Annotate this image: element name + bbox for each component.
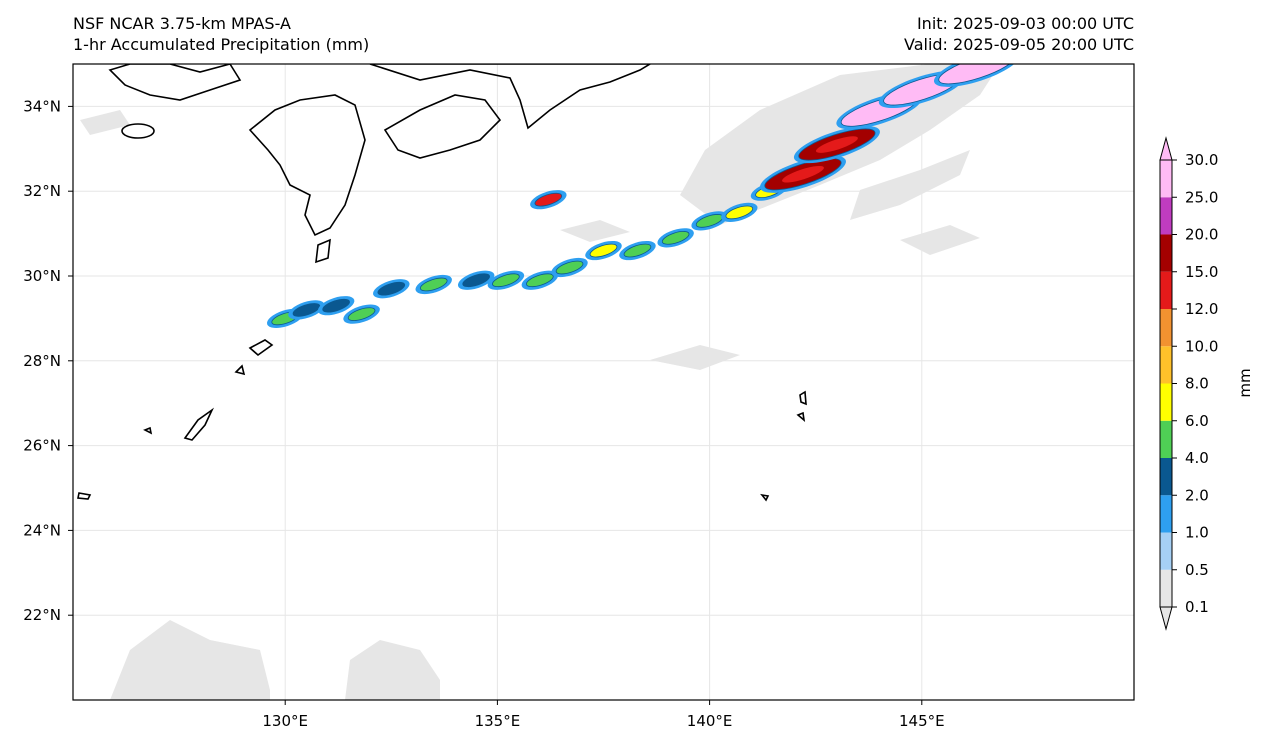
rain-cell: [623, 243, 652, 258]
island-small-1: [234, 364, 246, 376]
rain-cell: [492, 273, 520, 288]
map-frame: [72, 63, 1135, 701]
lat-tick-label: 28°N: [23, 352, 61, 370]
rain-cell: [347, 307, 376, 321]
colorbar-segment: [1160, 495, 1172, 533]
colorbar-tick-label: 2.0: [1185, 486, 1209, 504]
colorbar-tick-label: 6.0: [1185, 412, 1209, 430]
lon-tick-label: 145°E: [899, 712, 945, 730]
model-title: NSF NCAR 3.75-km MPAS-A: [73, 14, 291, 33]
lat-tick-label: 32°N: [23, 182, 61, 200]
colorbar: 0.1 0.5 1.0 2.0 4.0 6.0 8.0 10.0 12.0 15.0 20.0 25.…: [1159, 136, 1218, 631]
colorbar-extend-top: [1159, 136, 1173, 161]
drizzle-patch-2: [560, 220, 630, 242]
drizzle-south-central: [345, 640, 440, 700]
lon-tick-label: 140°E: [687, 712, 733, 730]
island-small-4: [796, 411, 806, 422]
okinawa-island: [183, 407, 215, 441]
colorbar-tick-label: 20.0: [1185, 226, 1218, 244]
rain-cell-core: [900, 81, 943, 98]
rain-cell-core: [781, 165, 824, 183]
shikoku-coast: [383, 94, 502, 159]
colorbar-segment: [1160, 420, 1172, 458]
drizzle-patch-1: [650, 345, 740, 370]
colorbar-segment: [1160, 458, 1172, 496]
colorbar-segment: [1160, 160, 1172, 198]
init-time: Init: 2025-09-03 00:00 UTC: [916, 14, 1134, 33]
colorbar-tick-label: 4.0: [1185, 449, 1209, 467]
colorbar-extend-bottom: [1159, 606, 1173, 631]
title-right: Init: 2025-09-03 00:00 UTC Valid: 2025-0…: [904, 13, 1134, 55]
rain-cell: [462, 273, 490, 288]
valid-time: Valid: 2025-09-05 20:00 UTC: [903, 35, 1134, 54]
rain-cell: [555, 260, 584, 275]
island-small-2: [143, 426, 153, 435]
colorbar-segment: [1160, 346, 1172, 384]
tanegashima-island: [315, 238, 331, 264]
amami-island: [248, 339, 274, 357]
drizzle-patch-3: [900, 225, 980, 255]
colorbar-tick-label: 12.0: [1185, 300, 1218, 318]
rain-cell: [534, 192, 563, 207]
rain-cell-core: [815, 136, 858, 153]
colorbar-tick-label: 0.1: [1185, 598, 1209, 616]
jeju-island: [121, 123, 155, 139]
colorbar-tick-label: 30.0: [1185, 151, 1218, 169]
korea-coast: [108, 64, 242, 101]
rain-cells: [266, 64, 1020, 329]
colorbar-segment: [1160, 234, 1172, 272]
drizzle-southwest: [110, 620, 270, 700]
map-plot-area: [73, 64, 1134, 700]
lat-tick-label: 26°N: [23, 437, 61, 455]
title-left: NSF NCAR 3.75-km MPAS-A 1-hr Accumulated…: [73, 13, 369, 55]
island-small-6: [760, 493, 770, 502]
colorbar-segment: [1160, 532, 1172, 570]
coastlines: [77, 64, 807, 502]
island-small-3: [799, 390, 807, 406]
honshu-coast: [369, 64, 652, 130]
colorbar-segment: [1160, 383, 1172, 421]
lon-tick-label: 135°E: [475, 712, 521, 730]
island-small-5: [77, 492, 92, 500]
colorbar-tick-label: 1.0: [1185, 524, 1209, 542]
rain-cell: [292, 303, 321, 317]
colorbar-tick-label: 10.0: [1185, 337, 1218, 355]
lon-tick-label: 130°E: [262, 712, 308, 730]
rain-cell: [526, 273, 554, 288]
rain-cell: [377, 281, 406, 296]
rain-cell: [419, 277, 448, 292]
lat-tick-label: 22°N: [23, 606, 61, 624]
lat-tick-label: 24°N: [23, 521, 61, 539]
drizzle-patch-4: [80, 110, 130, 135]
colorbar-segment: [1160, 309, 1172, 347]
colorbar-segment: [1160, 271, 1172, 309]
rain-cell: [661, 231, 690, 245]
colorbar-segment: [1160, 569, 1172, 607]
variable-title: 1-hr Accumulated Precipitation (mm): [73, 35, 370, 54]
colorbar-tick-label: 0.5: [1185, 561, 1209, 579]
colorbar-unit-label: mm: [1236, 368, 1254, 397]
colorbar-tick-label: 15.0: [1185, 263, 1218, 281]
lat-tick-label: 30°N: [23, 267, 61, 285]
colorbar-tick-label: 8.0: [1185, 375, 1209, 393]
rain-cell: [589, 243, 618, 258]
longitude-axis: 130°E 135°E 140°E 145°E: [262, 700, 945, 730]
rain-cell: [322, 298, 350, 313]
map-background: [73, 64, 1134, 700]
drizzle-band-east: [850, 150, 970, 220]
rain-cell: [725, 205, 754, 220]
colorbar-tick-label: 25.0: [1185, 188, 1218, 206]
lat-tick-label: 34°N: [23, 97, 61, 115]
kyushu-coast: [248, 94, 366, 237]
latitude-axis: 22°N 24°N 26°N 28°N 30°N 32°N 34°N: [23, 97, 73, 624]
colorbar-segment: [1160, 197, 1172, 235]
